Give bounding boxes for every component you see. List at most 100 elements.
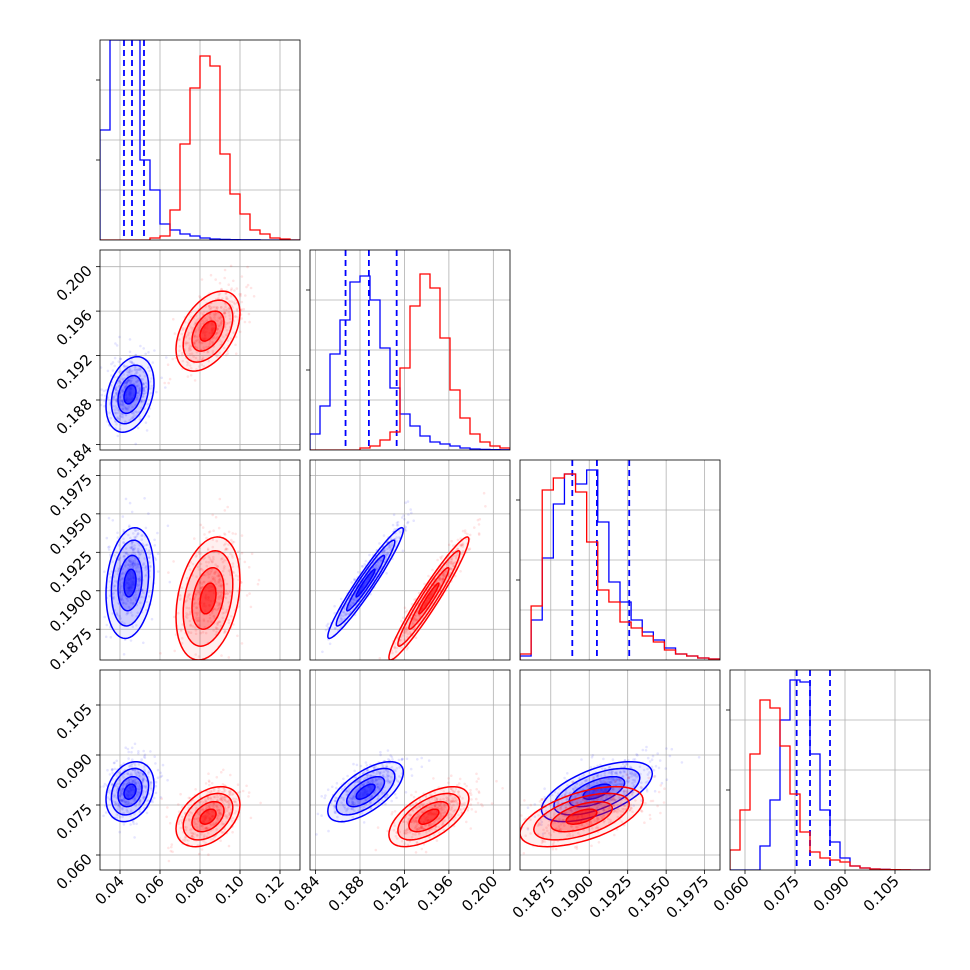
scatter-point <box>110 783 114 787</box>
scatter-point <box>393 768 396 772</box>
scatter-point <box>116 803 120 806</box>
scatter-point <box>406 520 410 524</box>
scatter-point <box>120 584 124 587</box>
scatter-point <box>118 815 122 819</box>
scatter-point <box>406 828 410 831</box>
scatter-point <box>390 775 393 779</box>
scatter-points-series-1 <box>520 773 666 855</box>
scatter-point <box>407 513 410 516</box>
scatter-point <box>622 770 625 774</box>
scatter-point <box>351 800 354 804</box>
scatter-point <box>633 771 637 775</box>
scatter-point <box>197 550 200 553</box>
scatter-point <box>547 824 550 827</box>
scatter-point <box>376 665 379 668</box>
density-contour <box>408 566 450 630</box>
scatter-point <box>123 420 127 424</box>
scatter-point <box>214 332 218 336</box>
scatter-point <box>122 601 126 605</box>
scatter-point <box>420 810 424 813</box>
scatter-point <box>386 774 390 778</box>
scatter-point <box>216 319 219 323</box>
scatter-point <box>115 813 118 816</box>
scatter-point <box>633 773 636 776</box>
scatter-point <box>195 823 198 826</box>
scatter-point <box>628 771 632 774</box>
scatter-point <box>414 851 418 854</box>
scatter-point <box>378 656 382 660</box>
scatter-point <box>457 813 460 817</box>
scatter-point <box>635 753 638 756</box>
scatter-point <box>386 777 389 781</box>
axes-frame <box>99 39 301 241</box>
scatter-point <box>207 360 211 363</box>
density-contour <box>110 364 150 425</box>
scatter-point <box>454 574 457 578</box>
scatter-point <box>133 742 137 746</box>
scatter-point <box>398 830 402 834</box>
scatter-point <box>202 580 205 584</box>
scatter-point <box>218 789 221 792</box>
scatter-point <box>130 541 134 544</box>
scatter-point <box>126 800 129 803</box>
scatter-point <box>127 605 131 609</box>
scatter-point <box>136 391 140 395</box>
scatter-point <box>206 797 210 801</box>
scatter-point <box>458 795 461 798</box>
scatter-point <box>143 374 147 378</box>
scatter-point <box>129 380 132 383</box>
scatter-point <box>223 543 226 547</box>
scatter-point <box>346 774 349 778</box>
scatter-point <box>216 565 219 568</box>
scatter-point <box>457 790 460 794</box>
scatter-point <box>608 806 612 809</box>
scatter-point <box>333 799 337 803</box>
scatter-point <box>192 341 196 345</box>
scatter-point <box>227 618 231 622</box>
scatter-point <box>477 533 481 536</box>
scatter-point <box>240 300 244 304</box>
density-contour <box>418 582 440 615</box>
scatter-point <box>415 806 419 810</box>
scatter-point <box>201 358 204 361</box>
scatter-point <box>402 820 406 824</box>
scatter-point <box>143 557 146 560</box>
scatter-point <box>132 596 136 600</box>
scatter-point <box>201 631 205 634</box>
scatter-point <box>235 803 239 807</box>
scatter-point <box>397 758 401 762</box>
scatter-point <box>228 317 232 321</box>
scatter-point <box>420 825 424 829</box>
scatter-point <box>142 392 145 395</box>
scatter-point <box>142 392 146 396</box>
scatter-point <box>218 324 221 328</box>
scatter-point <box>207 576 210 579</box>
scatter-point <box>228 314 231 317</box>
scatter-point <box>216 819 220 822</box>
scatter-point <box>630 807 633 810</box>
scatter-point <box>439 804 442 807</box>
scatter-point <box>130 773 134 777</box>
density-contour <box>117 775 143 808</box>
scatter-point <box>177 822 181 825</box>
scatter-point <box>201 800 204 804</box>
scatter-point <box>442 571 446 575</box>
scatter-point <box>109 384 113 387</box>
scatter-point <box>195 346 199 350</box>
scatter-point <box>109 553 112 556</box>
scatter-point <box>131 416 135 420</box>
scatter-point <box>354 776 358 780</box>
scatter-point <box>431 822 435 826</box>
scatter-point <box>208 342 212 346</box>
scatter-point <box>228 300 231 303</box>
scatter-point <box>123 563 127 567</box>
scatter-point <box>124 385 127 389</box>
scatter-point <box>208 307 211 311</box>
scatter-point <box>197 590 201 593</box>
scatter-point <box>197 812 200 815</box>
scatter-point <box>442 808 445 811</box>
scatter-point <box>223 796 227 799</box>
scatter-point <box>224 799 227 802</box>
scatter-point <box>457 790 461 793</box>
scatter-point <box>347 790 351 794</box>
